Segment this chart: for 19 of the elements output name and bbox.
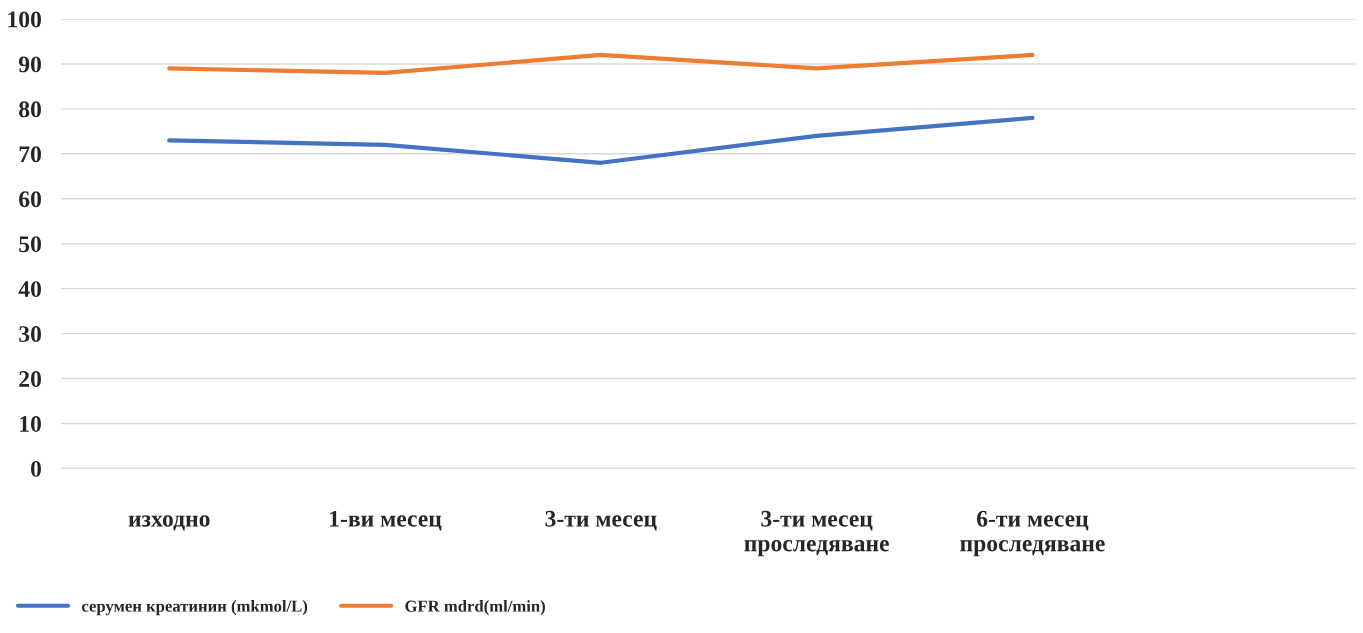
x-tick-label: 3-ти месец <box>545 510 657 531</box>
y-tick-label: 0 <box>30 460 41 477</box>
y-tick-label: 30 <box>19 326 41 343</box>
legend-label: серумен креатинин (mkmol/L) <box>81 600 308 616</box>
y-tick-label: 100 <box>8 11 41 28</box>
line-series <box>167 115 1035 165</box>
y-tick-label: 90 <box>18 56 41 73</box>
y-tick-label: 10 <box>20 415 41 432</box>
x-tick-label: 6-ти месец проследяване <box>960 510 1105 557</box>
y-tick-label: 70 <box>19 146 41 163</box>
legend-label: GFR mdrd(ml/min) <box>405 600 545 616</box>
y-tick-label: 80 <box>19 101 41 118</box>
y-tick-label: 50 <box>19 236 41 253</box>
x-tick-label: изходно <box>128 515 210 531</box>
y-tick-label: 60 <box>19 191 41 208</box>
x-tick-label: 3-ти месец проследяване <box>744 510 889 557</box>
y-tick-label: 20 <box>19 371 41 387</box>
y-tick-label: 40 <box>18 281 41 298</box>
x-tick-label: 1-ви месец <box>330 510 442 531</box>
